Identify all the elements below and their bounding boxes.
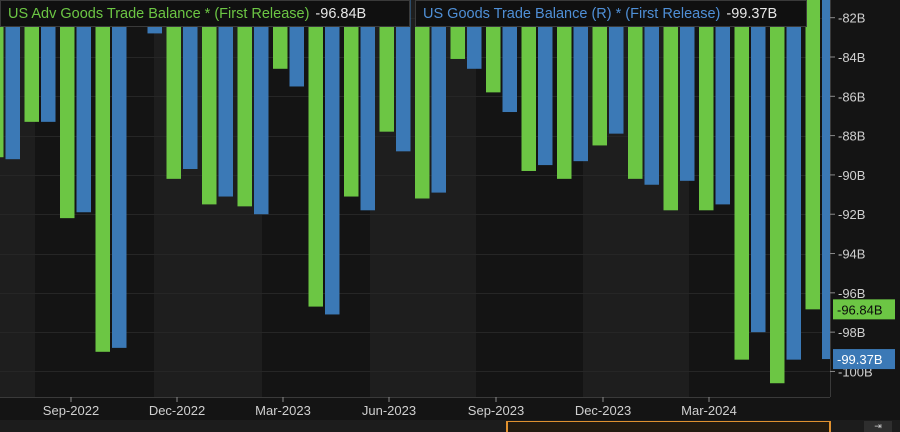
x-tick-label: Jun-2023 [362,403,416,418]
y-tick-label: -94B [838,247,865,262]
y-tick-label: -98B [838,325,865,340]
adv-goods-bar [663,0,678,211]
goods-bar [254,0,269,215]
y-tick-label: -82B [838,11,865,26]
y-tick-label: -88B [838,129,865,144]
adv-goods-bar [415,0,430,199]
adv-goods-bar [699,0,714,211]
goods-last-value-label: -99.37B [837,352,883,367]
adv-last-value-label: -96.84B [837,302,883,317]
adv-goods-bar [166,0,181,179]
goods-bar [41,0,56,122]
x-tick-label: Dec-2023 [575,403,631,418]
goods-bar [396,0,411,152]
adv-goods-bar [95,0,110,352]
adv-goods-bar [24,0,39,122]
goods-bar [573,0,588,162]
adv-goods-bar [557,0,572,179]
goods-bar [5,0,20,160]
adv-goods-bar [0,0,4,158]
adv-goods-bar [734,0,749,360]
goods-bar [502,0,517,113]
x-tick-label: Sep-2022 [43,403,99,418]
goods-bar [112,0,127,348]
goods-bar [325,0,340,315]
legend-series-value: -99.37B [726,5,778,22]
goods-bar [76,0,91,213]
goods-bar [183,0,198,170]
x-tick-label: Dec-2022 [149,403,205,418]
goods-bar [538,0,553,166]
adv-goods-bar [628,0,643,179]
x-tick-label: Sep-2023 [468,403,524,418]
y-tick-label: -86B [838,89,865,104]
y-tick-label: -96B [838,286,865,301]
goods-bar [715,0,730,205]
adv-goods-bar [308,0,323,307]
adv-last-value-label-bg [833,299,895,320]
goods-bar [431,0,446,193]
y-tick-label: -84B [838,50,865,65]
fast-forward-icon[interactable]: ⇥ [864,421,892,432]
adv-goods-bar [521,0,536,171]
adv-goods-bar [805,0,820,310]
y-axis-panel [830,0,900,397]
legend-adv-goods-trade-balance[interactable]: US Adv Goods Trade Balance * (First Rele… [0,0,410,27]
goods-bar [644,0,659,185]
legend-goods-trade-balance[interactable]: US Goods Trade Balance (R) * (First Rele… [415,0,807,27]
goods-bar [218,0,233,197]
legend-series-name: US Adv Goods Trade Balance * (First Rele… [8,5,310,22]
adv-goods-bar [202,0,217,205]
adv-goods-bar [344,0,359,197]
x-tick-label: Mar-2024 [681,403,737,418]
legend-series-value: -96.84B [315,5,367,22]
goods-bar [360,0,375,211]
y-tick-label: -92B [838,207,865,222]
goods-bar [751,0,766,333]
goods-bar [609,0,624,134]
adv-goods-bar [60,0,75,219]
goods-bar [786,0,801,360]
x-tick-label: Mar-2023 [255,403,311,418]
scrollbar-range-handle[interactable] [506,421,831,432]
goods-last-value-label-bg [833,349,895,370]
legend-series-name: US Goods Trade Balance (R) * (First Rele… [423,5,721,22]
adv-goods-bar [770,0,785,384]
goods-bar [680,0,695,181]
adv-goods-bar [592,0,607,146]
adv-goods-bar [379,0,394,132]
y-tick-label: -90B [838,168,865,183]
adv-goods-bar [237,0,252,207]
